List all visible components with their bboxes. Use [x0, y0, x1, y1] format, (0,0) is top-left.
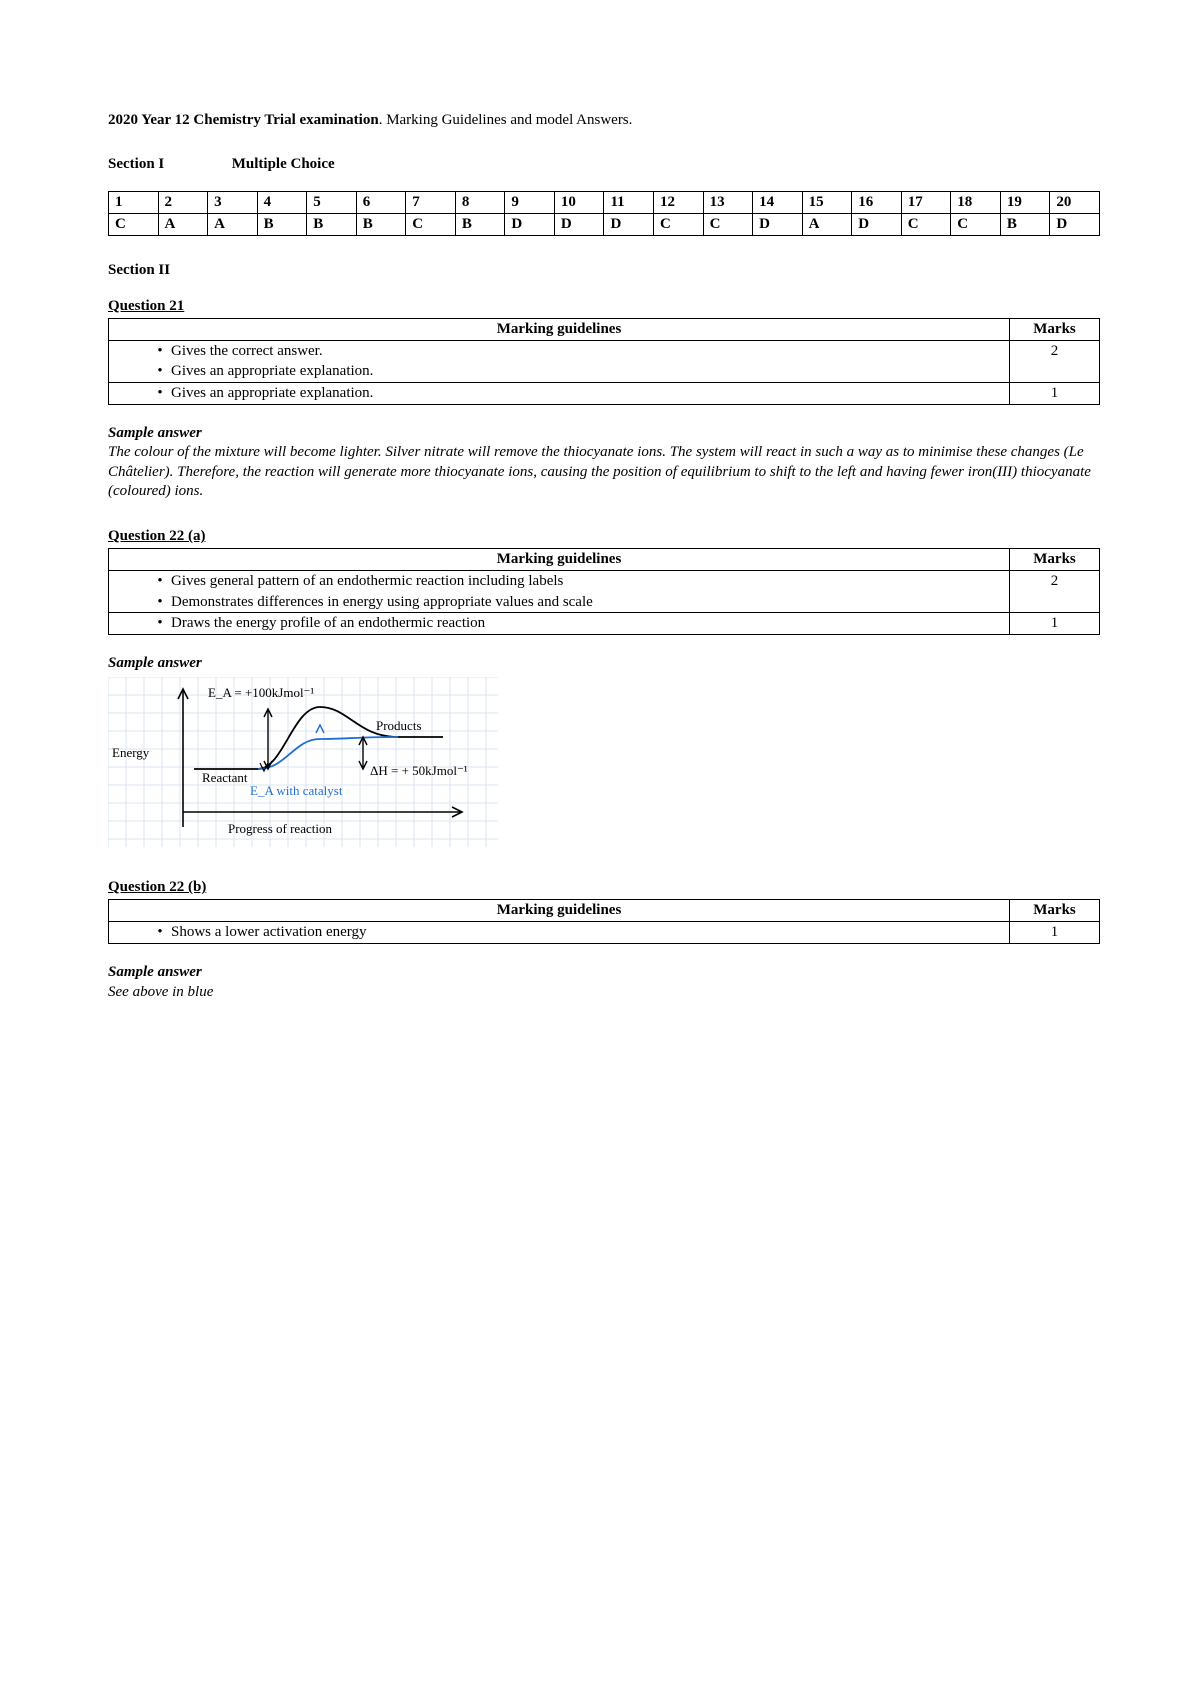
mc-answer-table: 1234567891011121314151617181920CAABBBCBD…: [108, 191, 1100, 236]
energy-profile-diagram: E_A = +100kJmol⁻¹ Energy Reactant Products Δ…: [108, 677, 1100, 847]
mc-num-cell: 1: [109, 191, 159, 213]
q22a-sample-heading: Sample answer: [108, 653, 1100, 673]
mc-num-cell: 13: [703, 191, 753, 213]
mc-ans-cell: C: [703, 213, 753, 235]
mc-num-cell: 5: [307, 191, 357, 213]
q21-col-guidelines: Marking guidelines: [109, 319, 1010, 341]
mc-ans-cell: D: [852, 213, 902, 235]
svg-text:Progress of reaction: Progress of reaction: [228, 821, 332, 836]
svg-text:E_A with catalyst: E_A with catalyst: [250, 783, 343, 798]
mc-ans-cell: A: [802, 213, 852, 235]
mc-num-cell: 19: [1000, 191, 1050, 213]
mc-num-cell: 15: [802, 191, 852, 213]
mc-ans-cell: D: [1050, 213, 1100, 235]
q21-col-marks: Marks: [1010, 319, 1100, 341]
q21-sample-heading: Sample answer: [108, 423, 1100, 443]
mc-num-cell: 18: [951, 191, 1001, 213]
svg-text:Energy: Energy: [112, 745, 150, 760]
mc-ans-cell: A: [158, 213, 208, 235]
title-bold: 2020 Year 12 Chemistry Trial examination: [108, 112, 379, 128]
section-1-row: Section I Multiple Choice: [108, 154, 1100, 174]
mc-num-cell: 7: [406, 191, 456, 213]
rubric-criterion: Shows a lower activation energy: [149, 922, 1003, 942]
mc-num-cell: 14: [753, 191, 803, 213]
q22b-col-guidelines: Marking guidelines: [109, 900, 1010, 922]
q21-heading: Question 21: [108, 296, 1100, 316]
mc-ans-cell: D: [505, 213, 555, 235]
svg-text:ΔH = + 50kJmol⁻¹: ΔH = + 50kJmol⁻¹: [370, 763, 468, 778]
q22a-col-marks: Marks: [1010, 549, 1100, 571]
rubric-criterion: Demonstrates differences in energy using…: [149, 592, 1003, 612]
rubric-criterion: Draws the energy profile of an endotherm…: [149, 613, 1003, 633]
q22b-rubric: Marking guidelines Marks Shows a lower a…: [108, 899, 1100, 944]
rubric-marks-cell: 1: [1010, 382, 1100, 404]
q22a-heading: Question 22 (a): [108, 526, 1100, 546]
rubric-criteria-cell: Gives general pattern of an endothermic …: [109, 571, 1010, 613]
q22b-sample-heading: Sample answer: [108, 962, 1100, 982]
mc-num-cell: 11: [604, 191, 654, 213]
mc-ans-cell: B: [257, 213, 307, 235]
mc-ans-cell: B: [307, 213, 357, 235]
rubric-criterion: Gives an appropriate explanation.: [149, 361, 1003, 381]
rubric-criteria-cell: Shows a lower activation energy: [109, 922, 1010, 944]
mc-num-cell: 17: [901, 191, 951, 213]
mc-ans-cell: D: [604, 213, 654, 235]
mc-num-cell: 16: [852, 191, 902, 213]
mc-num-cell: 4: [257, 191, 307, 213]
mc-num-cell: 6: [356, 191, 406, 213]
rubric-marks-cell: 1: [1010, 612, 1100, 634]
section-1-value: Multiple Choice: [232, 156, 335, 172]
rubric-marks-cell: 2: [1010, 571, 1100, 613]
rubric-marks-cell: 1: [1010, 922, 1100, 944]
mc-num-cell: 8: [455, 191, 505, 213]
mc-ans-cell: D: [554, 213, 604, 235]
q21-rubric: Marking guidelines Marks Gives the corre…: [108, 318, 1100, 405]
title-rest: . Marking Guidelines and model Answers.: [379, 112, 633, 128]
rubric-criteria-cell: Gives an appropriate explanation.: [109, 382, 1010, 404]
q22a-rubric: Marking guidelines Marks Gives general p…: [108, 548, 1100, 635]
mc-num-cell: 3: [208, 191, 258, 213]
mc-num-cell: 12: [654, 191, 704, 213]
mc-num-cell: 10: [554, 191, 604, 213]
mc-ans-cell: C: [406, 213, 456, 235]
svg-text:Reactant: Reactant: [202, 770, 248, 785]
mc-ans-cell: B: [356, 213, 406, 235]
mc-ans-cell: B: [1000, 213, 1050, 235]
q22a-col-guidelines: Marking guidelines: [109, 549, 1010, 571]
q22b-heading: Question 22 (b): [108, 877, 1100, 897]
rubric-criterion: Gives an appropriate explanation.: [149, 383, 1003, 403]
section-2-heading: Section II: [108, 260, 1100, 280]
mc-ans-cell: B: [455, 213, 505, 235]
svg-text:Products: Products: [376, 718, 422, 733]
mc-ans-cell: C: [109, 213, 159, 235]
q22b-col-marks: Marks: [1010, 900, 1100, 922]
mc-ans-cell: C: [951, 213, 1001, 235]
mc-ans-cell: C: [901, 213, 951, 235]
section-1-label: Section I: [108, 154, 228, 174]
mc-ans-cell: A: [208, 213, 258, 235]
mc-num-cell: 20: [1050, 191, 1100, 213]
mc-ans-cell: C: [654, 213, 704, 235]
mc-num-cell: 2: [158, 191, 208, 213]
mc-num-cell: 9: [505, 191, 555, 213]
rubric-criteria-cell: Gives the correct answer.Gives an approp…: [109, 341, 1010, 383]
mc-ans-cell: D: [753, 213, 803, 235]
rubric-criterion: Gives the correct answer.: [149, 341, 1003, 361]
document-title: 2020 Year 12 Chemistry Trial examination…: [108, 110, 1100, 130]
rubric-criterion: Gives general pattern of an endothermic …: [149, 571, 1003, 591]
svg-text:E_A = +100kJmol⁻¹: E_A = +100kJmol⁻¹: [208, 685, 314, 700]
q22b-sample-body: See above in blue: [108, 983, 1100, 1003]
q21-sample-body: The colour of the mixture will become li…: [108, 443, 1100, 502]
rubric-criteria-cell: Draws the energy profile of an endotherm…: [109, 612, 1010, 634]
rubric-marks-cell: 2: [1010, 341, 1100, 383]
